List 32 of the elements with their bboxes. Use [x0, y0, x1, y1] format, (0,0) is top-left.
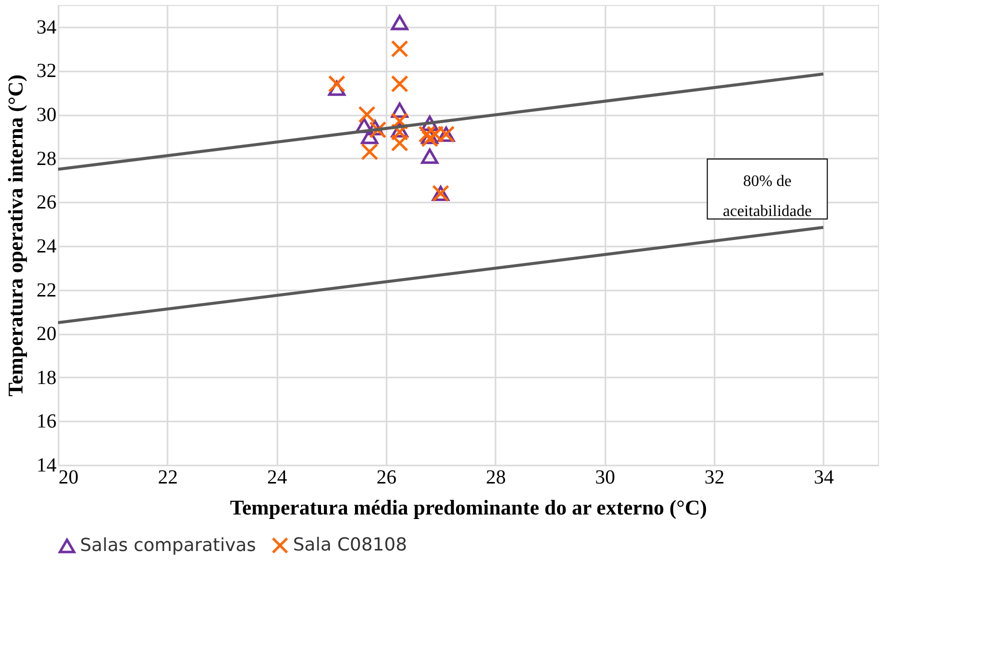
point — [358, 106, 376, 124]
point — [391, 14, 408, 30]
y-tick-label: 26 — [36, 192, 56, 214]
x-tick-label: 24 — [267, 466, 288, 488]
x-tick-label: 34 — [814, 466, 834, 488]
y-tick-label: 28 — [36, 148, 56, 170]
y-axis-title: Temperatura operativa interna (°C) — [4, 74, 28, 396]
y-tick-label: 34 — [36, 16, 56, 38]
x-tick-label: 26 — [376, 466, 396, 488]
point — [391, 40, 408, 58]
point — [328, 75, 346, 93]
point — [360, 143, 378, 160]
y-tick-label: 16 — [36, 410, 56, 433]
x-axis-title: Temperatura média predominante do ar externo (°C) — [230, 496, 707, 520]
annotation: 80% de aceitabilidade — [722, 173, 812, 220]
legend-label: Sala C08108 — [293, 534, 408, 556]
legend-label: Salas comparativas — [80, 534, 256, 556]
y-tick-label: 32 — [36, 60, 56, 82]
point — [421, 148, 438, 164]
y-tick-label: 18 — [36, 366, 56, 389]
x-tick-label: 32 — [704, 466, 724, 488]
y-tick-label: 20 — [36, 323, 56, 346]
point — [391, 134, 408, 152]
x-tick-label: 28 — [486, 466, 506, 488]
y-tick-label: 24 — [36, 235, 56, 258]
y-tick-label: 14 — [36, 454, 56, 476]
y-tick-label: 30 — [36, 104, 56, 126]
x-tick-label: 22 — [158, 466, 178, 488]
y-tick-label: 22 — [36, 279, 56, 302]
x-tick-label: 20 — [58, 466, 78, 488]
point — [391, 75, 408, 93]
x-tick-label: 30 — [595, 466, 616, 488]
